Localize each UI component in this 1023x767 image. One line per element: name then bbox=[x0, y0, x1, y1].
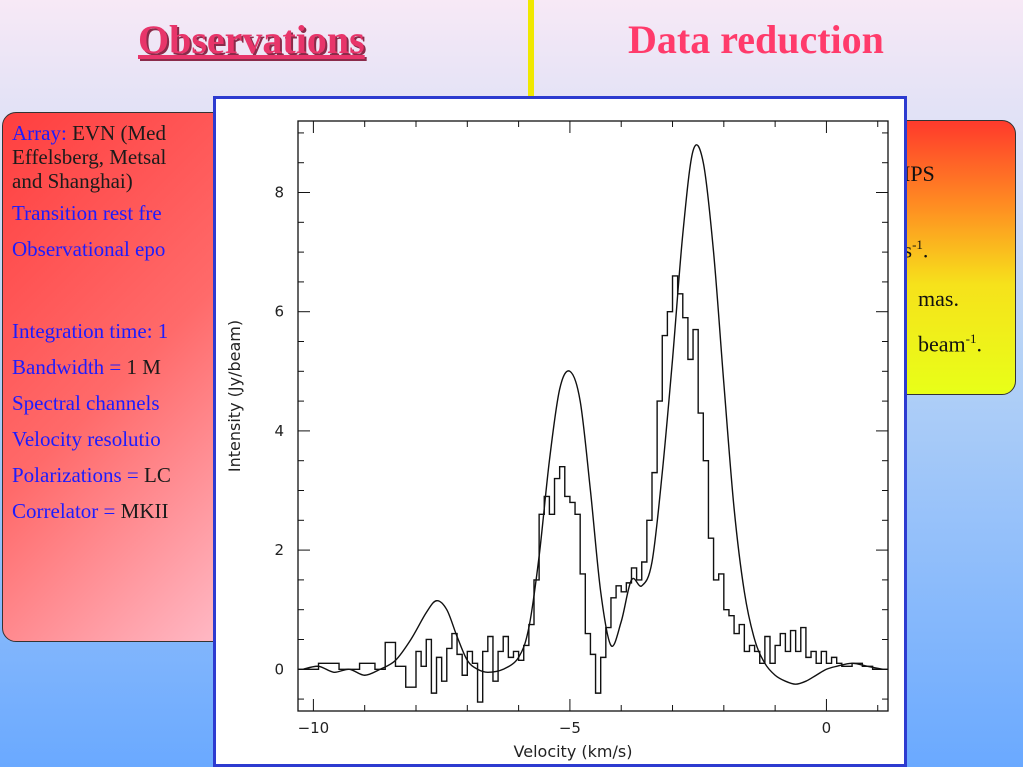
epoch-row: Observational epo bbox=[12, 237, 166, 261]
x-axis-label: Velocity (km/s) bbox=[514, 742, 633, 761]
array-text-line1: EVN (Med bbox=[66, 121, 166, 145]
spectrum-figure: −10 −5 0 0 2 4 6 8 Velocity (km/s) Intensity (Jy/… bbox=[213, 96, 907, 767]
bandwidth-label: Bandwidth = bbox=[12, 355, 127, 379]
observations-title: Observations bbox=[138, 17, 365, 62]
velocity-resolution-row: Velocity resolutio bbox=[12, 427, 161, 451]
observed-spectrum-line bbox=[298, 275, 888, 703]
array-label: Array: bbox=[12, 121, 67, 145]
array-text-line2: Effelsberg, Metsal bbox=[12, 145, 167, 169]
y-axis-label: Intensity (Jy/beam) bbox=[225, 320, 244, 472]
polarizations-label: Polarizations = bbox=[12, 463, 144, 487]
y-tick-label: 4 bbox=[274, 422, 284, 440]
x-tick-label: 0 bbox=[822, 719, 832, 737]
x-tick-label: −10 bbox=[298, 719, 330, 737]
transition-row: Transition rest fre bbox=[12, 201, 162, 225]
rb-line2-end: . bbox=[922, 237, 929, 263]
rb-line3: mas. bbox=[918, 286, 959, 311]
rb-line4-end: . bbox=[976, 331, 983, 357]
bandwidth-value: 1 M bbox=[126, 355, 161, 379]
rb-line4-text: beam bbox=[918, 331, 966, 357]
correlator-label: Correlator = bbox=[12, 499, 121, 523]
model-fit-line bbox=[302, 144, 884, 685]
rb-line4: beam-1. bbox=[918, 331, 982, 357]
polarizations-value: LC bbox=[144, 463, 171, 487]
x-tick-label: −5 bbox=[559, 719, 581, 737]
array-row: Array: EVN (Med Effelsberg, Metsal and S… bbox=[12, 121, 322, 193]
center-divider bbox=[528, 0, 534, 100]
channels-row: Spectral channels bbox=[12, 391, 160, 415]
plot-frame bbox=[297, 120, 889, 712]
rb-line2-sup: -1 bbox=[912, 237, 923, 252]
correlator-value: MKII bbox=[120, 499, 169, 523]
y-tick-label: 2 bbox=[274, 541, 284, 559]
rb-line1: IPS bbox=[903, 161, 935, 186]
polarizations-row: Polarizations = LC bbox=[12, 463, 322, 487]
rb-line4-sup: -1 bbox=[965, 331, 977, 346]
y-tick-label: 6 bbox=[274, 303, 284, 321]
data-reduction-title: Data reduction bbox=[628, 17, 884, 62]
y-tick-label: 0 bbox=[274, 660, 284, 678]
bandwidth-row: Bandwidth = 1 M bbox=[12, 355, 322, 379]
y-tick-label: 8 bbox=[274, 184, 284, 202]
correlator-row: Correlator = MKII bbox=[12, 499, 322, 523]
spectrum-chart: −10 −5 0 0 2 4 6 8 Velocity (km/s) Intensity (Jy/… bbox=[225, 120, 889, 761]
array-text-line3: and Shanghai) bbox=[12, 169, 133, 193]
integration-row: Integration time: 1 bbox=[12, 319, 169, 343]
